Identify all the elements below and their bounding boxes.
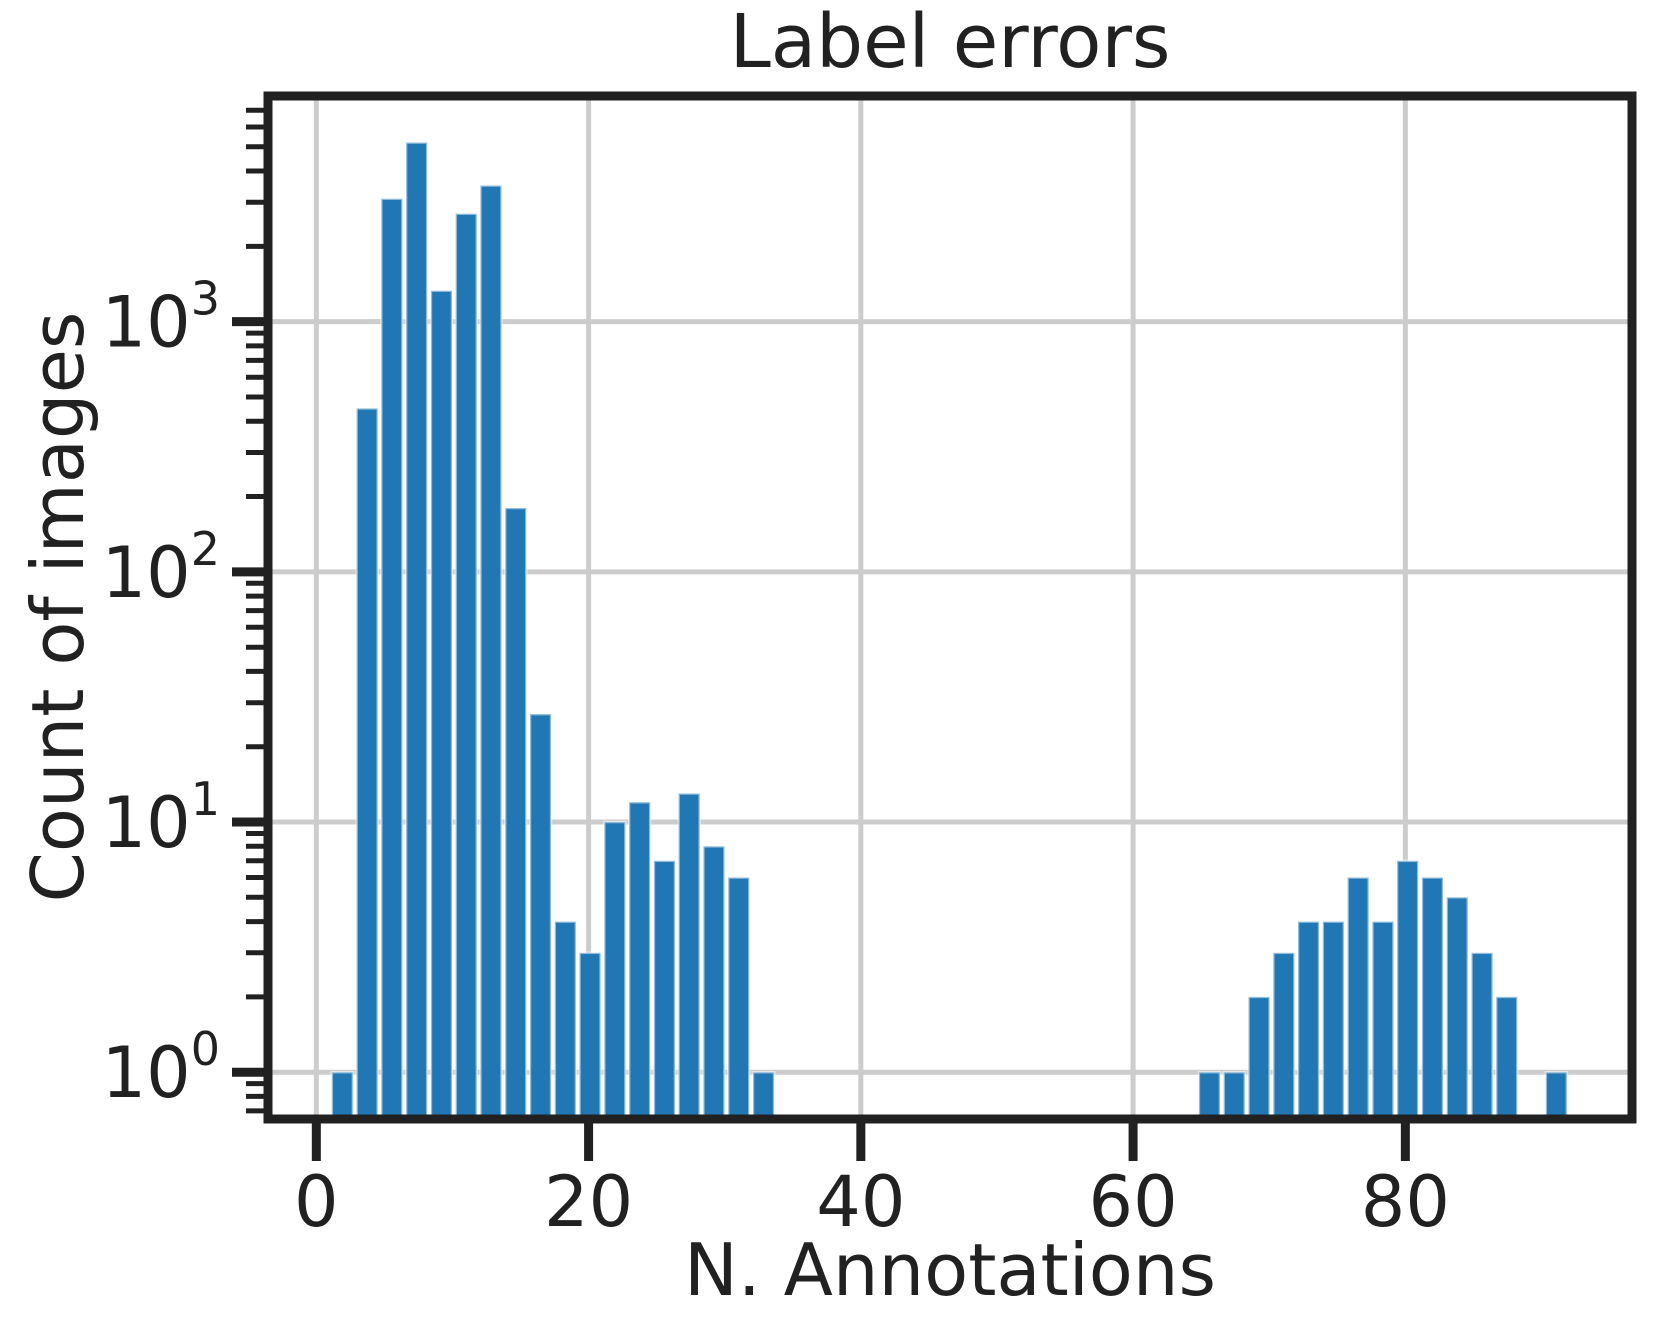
histogram-bar bbox=[1494, 995, 1519, 1121]
histogram-bar bbox=[1445, 896, 1470, 1121]
x-axis-label: N. Annotations bbox=[684, 1228, 1216, 1312]
histogram-bar bbox=[677, 792, 701, 1121]
histogram-bar bbox=[1247, 995, 1271, 1121]
histogram-bar bbox=[1197, 1070, 1222, 1121]
x-tick-label: 20 bbox=[544, 1161, 633, 1243]
histogram-bar bbox=[726, 876, 751, 1121]
histogram-bar bbox=[503, 506, 528, 1121]
x-tick-label: 40 bbox=[816, 1161, 905, 1243]
y-tick-label: 102 bbox=[102, 522, 220, 614]
y-tick-label: 103 bbox=[102, 272, 220, 364]
x-tick-label: 60 bbox=[1089, 1161, 1178, 1243]
histogram-bar bbox=[454, 212, 479, 1121]
histogram-bar bbox=[578, 951, 602, 1121]
histogram-bar bbox=[330, 1070, 355, 1121]
histogram-bar bbox=[380, 197, 404, 1121]
histogram-bar bbox=[652, 859, 677, 1121]
histogram-bar bbox=[553, 920, 578, 1121]
histogram-bar bbox=[1371, 920, 1395, 1121]
x-tick-label: 80 bbox=[1361, 1161, 1450, 1243]
histogram-bar bbox=[1544, 1070, 1569, 1121]
histogram-bar bbox=[603, 820, 627, 1121]
histogram-bar bbox=[1470, 951, 1494, 1121]
histogram-bar bbox=[627, 800, 652, 1121]
y-tick-label: 100 bbox=[102, 1022, 220, 1114]
histogram-bar bbox=[479, 184, 503, 1121]
plot-frame bbox=[263, 91, 1637, 1124]
histogram-bar bbox=[528, 712, 553, 1121]
histogram-bar bbox=[404, 141, 429, 1121]
histogram-bar bbox=[1296, 920, 1321, 1121]
histogram-bar bbox=[429, 289, 454, 1121]
x-tick-label: 0 bbox=[294, 1161, 339, 1243]
histogram-bar bbox=[702, 845, 726, 1121]
histogram-bar bbox=[751, 1070, 776, 1121]
histogram-bar bbox=[1420, 876, 1445, 1121]
y-tick-label: 101 bbox=[102, 772, 220, 864]
histogram-bar bbox=[1222, 1070, 1247, 1121]
histogram-bar bbox=[1346, 876, 1370, 1121]
histogram-bar bbox=[1395, 859, 1420, 1121]
chart-title: Label errors bbox=[729, 0, 1171, 85]
histogram-bar bbox=[1321, 920, 1346, 1121]
histogram-bar bbox=[355, 407, 379, 1121]
histogram-bar bbox=[1272, 951, 1296, 1121]
